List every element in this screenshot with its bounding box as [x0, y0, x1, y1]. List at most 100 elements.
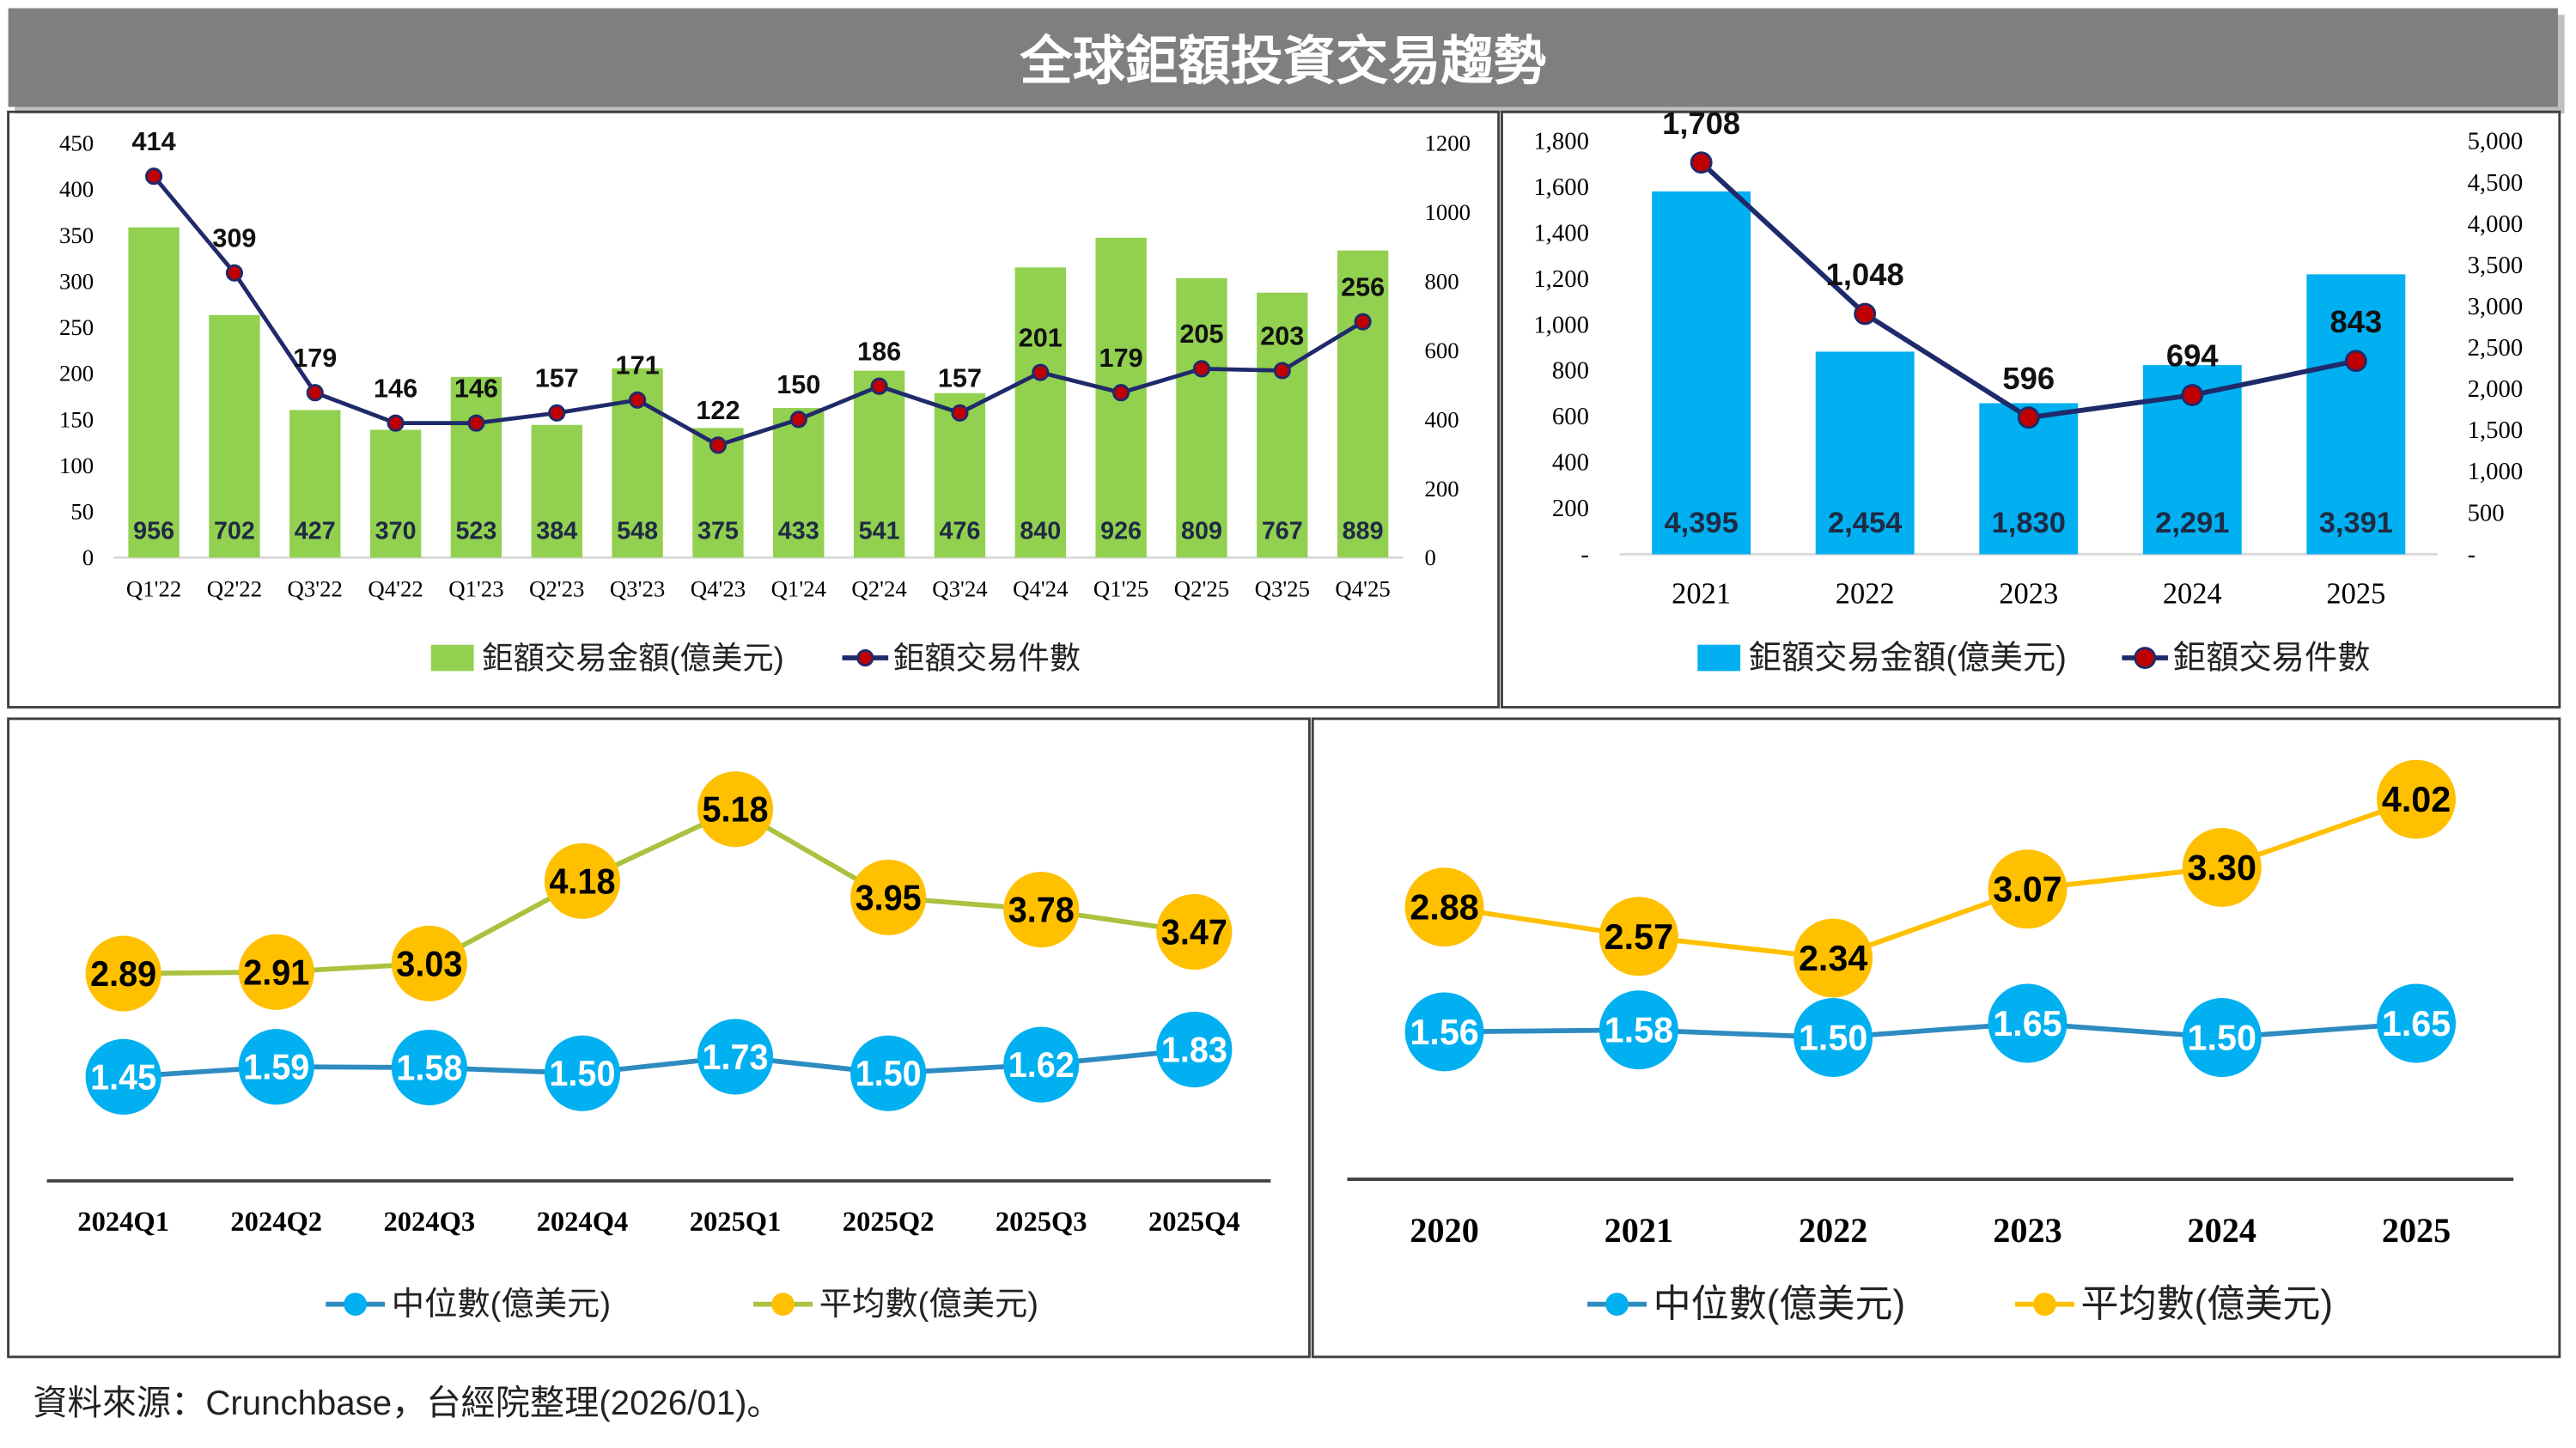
bar	[531, 424, 582, 558]
marker	[1988, 983, 2067, 1063]
legend-swatch	[1605, 1293, 1629, 1317]
line-value-label: 157	[938, 364, 982, 393]
y-tick-label: 1,600	[1533, 173, 1589, 201]
value-label: 3.95	[856, 877, 922, 917]
bar	[1652, 191, 1751, 555]
bar-value-label: 2,454	[1828, 507, 1902, 539]
value-label: 4.02	[2382, 779, 2451, 819]
y-tick-label: 150	[59, 406, 94, 432]
x-tick-label: Q2'24	[851, 576, 906, 602]
value-label: 1.50	[2188, 1018, 2256, 1058]
legend-label: 平均數(億美元)	[2081, 1283, 2334, 1325]
x-tick-label: 2025Q1	[690, 1207, 782, 1238]
marker	[1854, 302, 1877, 325]
bar	[2306, 274, 2406, 555]
panel	[1501, 110, 2561, 709]
y-tick-label: 1,800	[1533, 128, 1589, 155]
x-tick-label: Q3'22	[288, 576, 343, 602]
bar	[1815, 351, 1915, 555]
bar-value-label: 384	[536, 518, 577, 545]
x-tick-label: 2025Q3	[996, 1207, 1087, 1238]
line	[1444, 796, 2418, 961]
x-tick-label: Q4'22	[368, 576, 423, 602]
marker	[387, 414, 405, 432]
x-tick-label: 2024Q4	[537, 1207, 629, 1238]
x-tick-label: Q2'25	[1174, 576, 1229, 602]
legend-swatch	[344, 1293, 368, 1317]
bar	[853, 370, 905, 558]
value-label: 4.18	[549, 861, 615, 901]
y-tick-label: 0	[82, 545, 94, 570]
line-value-label: 596	[2002, 361, 2055, 396]
value-label: 5.18	[703, 789, 769, 830]
line-value-label: 171	[616, 351, 660, 380]
marker	[391, 925, 467, 1001]
marker	[1156, 894, 1233, 970]
bar-value-label: 1,830	[1992, 507, 2066, 539]
value-label: 1.62	[1008, 1044, 1075, 1085]
y2-tick-label: 3,000	[2468, 293, 2524, 320]
marker	[1354, 313, 1372, 331]
bar	[1176, 277, 1227, 558]
marker	[870, 377, 888, 395]
y2-tick-label: 1,500	[2468, 417, 2524, 444]
legend-swatch	[2134, 647, 2157, 669]
marker	[1988, 849, 2067, 929]
y-tick-label: 1,200	[1533, 265, 1589, 293]
value-label: 3.07	[1993, 869, 2061, 910]
marker	[85, 935, 161, 1012]
bar	[209, 314, 260, 558]
line-value-label: 1,048	[1826, 257, 1904, 292]
y-tick-label: 400	[1552, 449, 1589, 477]
legend-label: 鉅額交易金額(億美元)	[482, 641, 784, 676]
bar	[1257, 292, 1308, 558]
line-value-label: 122	[696, 396, 740, 425]
value-label: 3.03	[396, 943, 462, 983]
bar	[773, 408, 825, 558]
line-value-label: 843	[2329, 304, 2382, 339]
marker	[85, 1038, 161, 1115]
marker	[1156, 1012, 1233, 1088]
y-tick-label: 100	[59, 453, 94, 478]
x-tick-label: Q1'22	[126, 576, 181, 602]
legend-swatch	[430, 644, 474, 672]
x-tick-label: 2022	[1836, 577, 1895, 610]
panel	[7, 110, 1501, 709]
marker	[1793, 918, 1873, 998]
line-value-label: 256	[1341, 272, 1385, 301]
bar-value-label: 476	[939, 518, 980, 545]
marker	[951, 404, 969, 422]
bar-value-label: 4,395	[1665, 507, 1739, 539]
line-value-label: 146	[454, 374, 498, 403]
marker	[709, 436, 727, 454]
marker	[2377, 759, 2457, 839]
marker	[697, 1019, 774, 1095]
y-tick-label: 200	[59, 361, 94, 386]
x-tick-label: Q4'25	[1335, 576, 1390, 602]
panel	[7, 717, 1311, 1359]
bar	[1337, 250, 1389, 558]
marker	[1032, 363, 1050, 381]
line-value-label: 309	[212, 224, 256, 253]
value-label: 2.57	[1605, 916, 1673, 957]
marker	[2017, 406, 2040, 429]
line-value-label: 414	[132, 127, 176, 156]
line-value-label: 179	[1099, 344, 1143, 373]
value-label: 3.30	[2188, 847, 2256, 887]
bar-value-label: 809	[1181, 518, 1222, 545]
y2-tick-label: 400	[1424, 406, 1459, 432]
marker	[1404, 992, 1484, 1072]
value-label: 1.65	[1993, 1003, 2061, 1043]
legend-label: 中位數(億美元)	[392, 1286, 611, 1323]
marker	[629, 391, 647, 409]
x-tick-label: Q1'25	[1093, 576, 1148, 602]
y2-tick-label: 800	[1424, 268, 1459, 294]
banner	[8, 8, 2558, 107]
value-label: 1.59	[243, 1047, 309, 1087]
value-label: 1.65	[2382, 1003, 2451, 1043]
marker	[238, 934, 314, 1010]
legend-swatch	[1697, 644, 1741, 672]
legend-label: 中位數(億美元)	[1653, 1283, 1906, 1325]
y-tick-label: 200	[1552, 495, 1589, 522]
bar-value-label: 2,291	[2155, 507, 2229, 539]
